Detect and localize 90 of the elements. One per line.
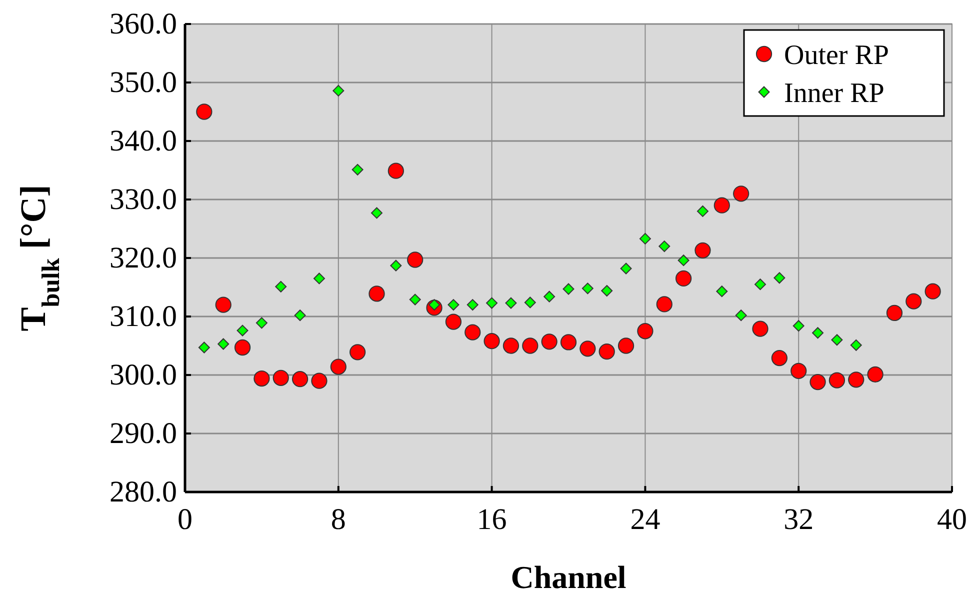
y-tick-label: 360.0 xyxy=(110,8,177,41)
point xyxy=(196,104,212,120)
point xyxy=(678,254,690,266)
point xyxy=(275,280,287,292)
point xyxy=(502,338,520,354)
point xyxy=(524,296,536,308)
point xyxy=(350,344,366,360)
point xyxy=(906,293,922,310)
point xyxy=(752,320,768,337)
point xyxy=(218,338,230,350)
point xyxy=(215,296,232,313)
point xyxy=(562,283,574,295)
y-tick-label: 340.0 xyxy=(110,124,177,158)
x-tick-label: 0 xyxy=(178,503,192,536)
point xyxy=(810,374,826,390)
point xyxy=(754,278,766,290)
point xyxy=(234,339,251,356)
point xyxy=(541,334,558,350)
point xyxy=(544,290,556,302)
point xyxy=(735,310,747,322)
legend-label: Inner RP xyxy=(784,78,884,109)
point xyxy=(330,358,346,375)
point xyxy=(198,342,210,354)
y-tick-label: 350.0 xyxy=(110,66,177,100)
point xyxy=(867,366,884,382)
point xyxy=(292,371,308,388)
point xyxy=(445,314,462,330)
point xyxy=(828,372,846,388)
point xyxy=(792,320,804,332)
point xyxy=(771,350,788,366)
point xyxy=(658,240,670,252)
point xyxy=(714,197,730,214)
point xyxy=(311,372,328,389)
point xyxy=(598,344,615,360)
point xyxy=(254,370,270,387)
point xyxy=(332,84,344,96)
point xyxy=(560,334,577,350)
point xyxy=(371,207,382,219)
y-tick-label: 320.0 xyxy=(110,242,177,275)
point xyxy=(505,297,517,309)
point xyxy=(694,242,711,258)
x-tick-label: 40 xyxy=(937,503,967,536)
point xyxy=(294,310,306,322)
point xyxy=(618,338,634,354)
point xyxy=(924,283,941,300)
y-tick-label: 280.0 xyxy=(110,476,177,509)
point xyxy=(522,338,538,354)
point xyxy=(582,282,594,294)
point xyxy=(484,333,500,350)
point xyxy=(790,362,807,379)
point xyxy=(716,286,728,298)
point xyxy=(236,324,248,336)
point xyxy=(409,294,421,306)
point xyxy=(388,162,404,179)
point xyxy=(466,299,478,311)
y-tick-label: 300.0 xyxy=(110,358,177,392)
x-tick-label: 24 xyxy=(630,503,660,536)
point xyxy=(368,286,385,302)
point xyxy=(637,323,654,340)
point xyxy=(696,205,708,217)
x-tick-label: 16 xyxy=(476,503,507,536)
point xyxy=(464,324,481,340)
point xyxy=(886,304,903,322)
point xyxy=(639,232,651,244)
point xyxy=(486,297,498,309)
point xyxy=(812,327,824,339)
point xyxy=(620,262,632,274)
point xyxy=(580,340,596,357)
point xyxy=(352,164,364,176)
x-axis-title: Channel xyxy=(510,559,626,595)
y-tick-label: 310.0 xyxy=(110,300,177,334)
point xyxy=(448,299,460,311)
point xyxy=(831,334,843,346)
x-tick-label: 32 xyxy=(784,503,814,536)
point xyxy=(850,339,862,351)
point xyxy=(733,186,750,202)
point xyxy=(256,317,268,329)
point xyxy=(313,272,325,284)
point xyxy=(774,272,786,284)
y-tick-label: 330.0 xyxy=(110,183,177,216)
y-tick-label: 290.0 xyxy=(110,417,177,450)
x-tick-label: 8 xyxy=(330,503,346,536)
point xyxy=(848,372,864,388)
point xyxy=(656,296,672,312)
point xyxy=(390,260,402,272)
legend-label: Outer RP xyxy=(784,40,889,71)
point xyxy=(272,370,289,386)
point xyxy=(407,252,424,268)
point xyxy=(601,285,613,296)
point xyxy=(675,270,692,287)
